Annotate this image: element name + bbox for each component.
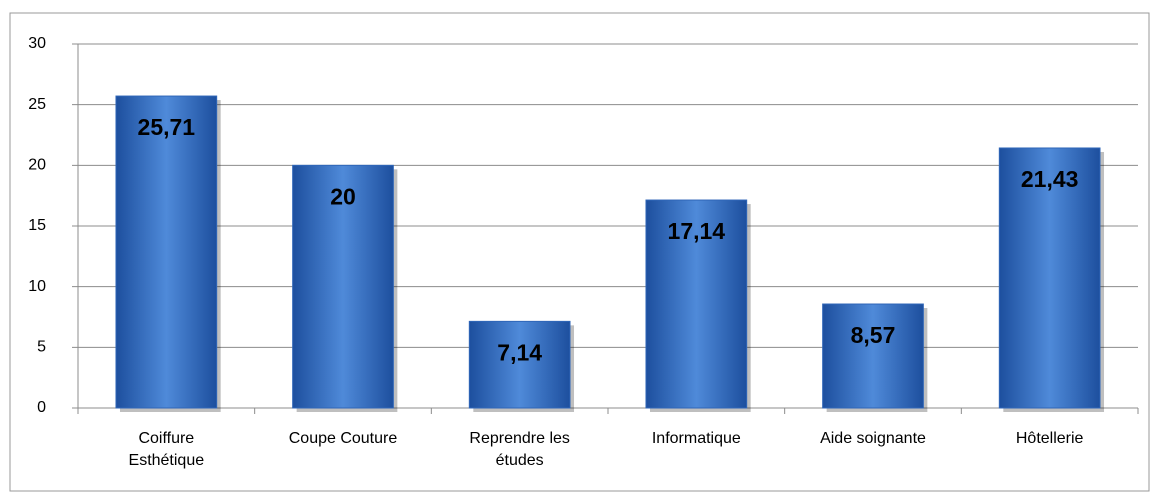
bar bbox=[822, 303, 924, 409]
y-tick-label: 15 bbox=[28, 217, 46, 234]
x-tick-label: Coupe Couture bbox=[288, 430, 398, 447]
x-tick-label: Coiffure Esthétique bbox=[128, 430, 205, 469]
bar bbox=[468, 320, 571, 409]
y-tick-label: 25 bbox=[28, 96, 46, 113]
x-tick-label: Reprendre les études bbox=[469, 430, 570, 469]
bar bbox=[292, 164, 394, 409]
data-label: 25,71 bbox=[138, 114, 196, 140]
bar bbox=[998, 147, 1101, 409]
data-label: 8,57 bbox=[851, 322, 896, 348]
chart-border bbox=[9, 12, 1150, 492]
data-label: 20 bbox=[330, 183, 356, 209]
bar bbox=[645, 199, 748, 409]
y-tick-label: 20 bbox=[28, 157, 46, 174]
y-tick-label: 0 bbox=[37, 399, 46, 416]
data-label: 7,14 bbox=[497, 339, 542, 365]
y-tick-label: 10 bbox=[28, 278, 46, 295]
y-tick-label: 30 bbox=[28, 35, 46, 52]
x-tick-label: Aide soignante bbox=[820, 430, 926, 447]
x-tick-label: Hôtellerie bbox=[1015, 430, 1084, 447]
data-label: 17,14 bbox=[668, 218, 726, 244]
y-tick-label: 5 bbox=[37, 339, 46, 356]
data-label: 21,43 bbox=[1021, 166, 1079, 192]
x-tick-label: Informatique bbox=[651, 430, 741, 447]
bar bbox=[115, 95, 218, 409]
